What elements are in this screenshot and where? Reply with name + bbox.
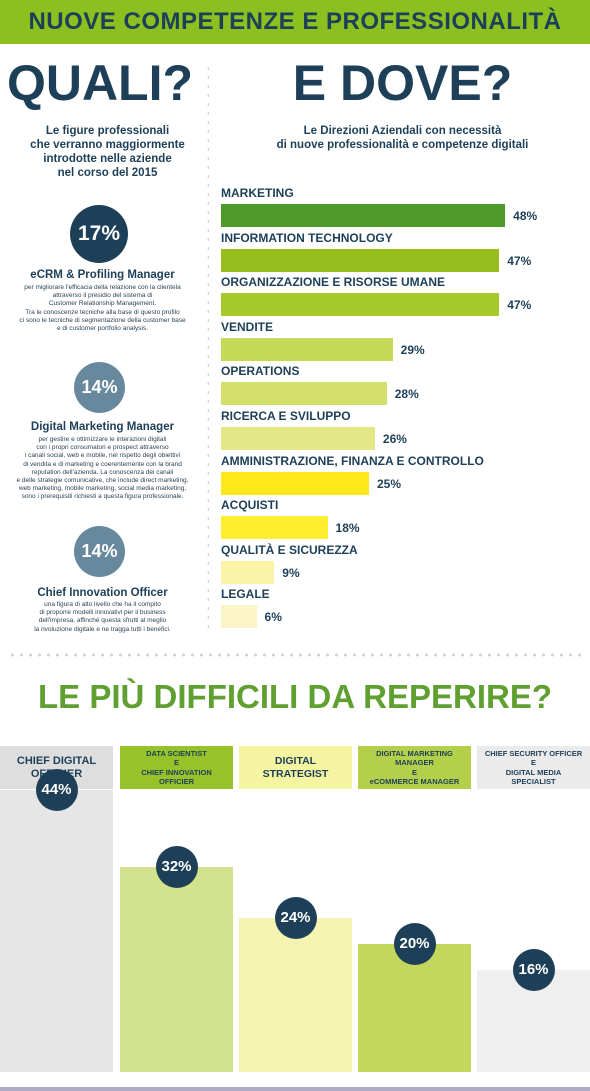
role-percent-circle: 17% (70, 205, 128, 263)
column-bar (120, 867, 233, 1072)
column-percent-circle: 44% (35, 769, 78, 812)
horizontal-dotted-divider (8, 653, 582, 657)
bar-category-label: RICERCA E SVILUPPO (221, 409, 351, 423)
bar-value-label: 9% (282, 565, 300, 580)
bar (221, 471, 369, 495)
bar (221, 204, 506, 227)
bar-value-label: 48% (513, 209, 538, 223)
bar-category-label: ORGANIZZAZIONE E RISORSE UMANE (221, 275, 446, 290)
bar-value-label: 18% (335, 521, 360, 536)
bar (221, 427, 375, 450)
role-description: per migliorare l'efficacia della relazio… (19, 284, 186, 333)
column-header: CHIEF DIGITAL OFFICIER (0, 746, 113, 789)
bar-value-label: 29% (400, 342, 425, 357)
bar-category-label: VENDITE (221, 319, 274, 334)
column-bar (477, 969, 590, 1072)
bottom-border (0, 1087, 590, 1091)
role-name: Digital Marketing Manager (30, 421, 175, 433)
title-bar: NUOVE COMPETENZE E PROFESSIONALITÀ (0, 0, 590, 44)
role-description: una figura di alto livello che ha il com… (34, 601, 171, 633)
bar-value-label: 47% (507, 253, 532, 268)
dove-heading: E DOVE? (292, 55, 513, 111)
bar (221, 560, 275, 584)
vertical-dotted-divider (207, 64, 209, 634)
column-percent-circle: 24% (274, 897, 317, 940)
column-header: DATA SCIENTIST E CHIEF INNOVATION OFFICI… (120, 746, 233, 789)
page-title: NUOVE COMPETENZE E PROFESSIONALITÀ (28, 8, 562, 35)
column-percent-circle: 16% (512, 948, 555, 991)
quali-heading: QUALI? (6, 55, 194, 111)
bar-category-label: MARKETING (221, 186, 294, 200)
column-bar (358, 944, 471, 1072)
quali-subtitle: Le figure professionali che verranno mag… (30, 125, 185, 179)
bar (221, 248, 500, 272)
bar-value-label: 6% (264, 610, 282, 625)
bar (221, 516, 328, 540)
difficili-heading: LE PIÙ DIFFICILI DA REPERIRE? (38, 678, 552, 715)
bar-value-label: 47% (507, 298, 532, 313)
role-name: eCRM & Profiling Manager (30, 269, 175, 281)
bar-value-label: 28% (394, 387, 419, 402)
column-header: DIGITAL MARKETING MANAGER E eCOMMERCE MA… (358, 746, 471, 789)
bar (221, 337, 393, 361)
bar-value-label: 25% (377, 476, 402, 491)
bar-category-label: OPERATIONS (221, 364, 300, 379)
bar (221, 293, 500, 317)
bar-category-label: QUALITÀ E SICUREZZA (221, 542, 358, 557)
dove-subtitle: Le Direzioni Aziendali con necessità di … (276, 125, 529, 151)
bar (221, 605, 257, 629)
role-percent-circle: 14% (74, 526, 125, 577)
bar-value-label: 26% (382, 432, 407, 446)
column-percent-circle: 20% (393, 923, 436, 965)
bar-category-label: LEGALE (221, 587, 270, 602)
bar (221, 382, 387, 406)
role-name: Chief Innovation Officer (37, 587, 168, 599)
column-percent-circle: 32% (155, 846, 198, 889)
column-header: CHIEF SECURITY OFFICER E DIGITAL MEDIA S… (477, 746, 590, 789)
column-header: DIGITAL STRATEGIST (239, 746, 352, 789)
bar-category-label: ACQUISTI (221, 498, 279, 513)
role-percent-circle: 14% (74, 362, 125, 413)
role-description: per gestire e ottimizzare le interazioni… (16, 436, 189, 501)
bar-category-label: INFORMATION TECHNOLOGY (221, 230, 393, 245)
bar-category-label: AMMINISTRAZIONE, FINANZA E CONTROLLO (221, 453, 484, 468)
column-bar (239, 918, 352, 1072)
column-bar (0, 790, 113, 1072)
